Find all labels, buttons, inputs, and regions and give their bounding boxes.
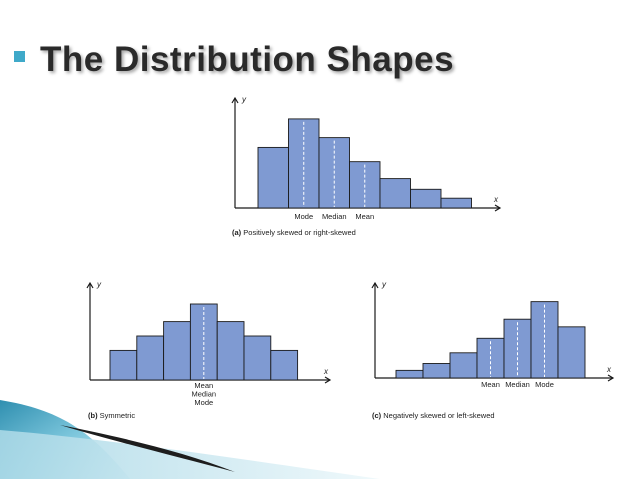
caption-text: Symmetric bbox=[99, 411, 136, 420]
y-axis-arrow bbox=[231, 96, 239, 104]
histogram-bar bbox=[257, 146, 289, 209]
title-bullet bbox=[14, 51, 25, 62]
caption-negatively-skewed: (c) Negatively skewed or left-skewed bbox=[372, 411, 495, 420]
x-axis-arrow bbox=[494, 204, 502, 212]
x-axis-label: x bbox=[606, 365, 612, 374]
stat-marker-label: Mean bbox=[194, 381, 213, 390]
x-axis-label: x bbox=[493, 195, 499, 204]
caption-text: Positively skewed or right-skewed bbox=[243, 228, 356, 237]
x-axis-label: x bbox=[323, 367, 329, 376]
histogram-bar bbox=[163, 321, 191, 381]
chart-negatively-skewed: y x Mean Median Mode bbox=[371, 280, 615, 389]
caption-symmetric: (b) Symmetric bbox=[88, 411, 135, 420]
caption-text: Negatively skewed or left-skewed bbox=[383, 411, 495, 420]
y-axis-label: y bbox=[381, 280, 387, 289]
y-axis-arrow bbox=[86, 281, 94, 289]
swoosh-dark bbox=[60, 425, 235, 472]
chart-positively-skewed: y x Mode Median Mean bbox=[231, 95, 502, 221]
y-axis-arrow bbox=[371, 281, 379, 289]
caption-letter: (c) bbox=[372, 411, 382, 420]
histogram-bar bbox=[440, 197, 472, 209]
stat-marker-label: Median bbox=[505, 380, 530, 389]
swoosh-light bbox=[0, 430, 380, 479]
histogram-bar bbox=[216, 321, 245, 381]
stat-marker-label: Mode bbox=[194, 398, 213, 407]
caption-positively-skewed: (a) Positively skewed or right-skewed bbox=[232, 228, 356, 237]
histogram-bar bbox=[270, 349, 299, 381]
stat-marker-label: Mode bbox=[294, 212, 313, 221]
stat-marker-label: Mean bbox=[355, 212, 374, 221]
stat-marker-label: Median bbox=[191, 390, 216, 399]
caption-letter: (b) bbox=[88, 411, 98, 420]
caption-letter: (a) bbox=[232, 228, 242, 237]
stat-marker-label: Median bbox=[322, 212, 347, 221]
x-axis-arrow bbox=[324, 376, 332, 384]
y-axis-label: y bbox=[96, 280, 102, 289]
y-axis-label: y bbox=[241, 95, 247, 104]
x-axis-arrow bbox=[607, 374, 615, 382]
histogram-bar bbox=[109, 349, 138, 381]
histogram-bar bbox=[136, 335, 165, 381]
slide-title: The Distribution Shapes bbox=[40, 40, 455, 79]
stat-marker-label: Mean bbox=[481, 380, 500, 389]
stat-marker-label: Mode bbox=[535, 380, 554, 389]
histogram-bar bbox=[557, 326, 586, 379]
